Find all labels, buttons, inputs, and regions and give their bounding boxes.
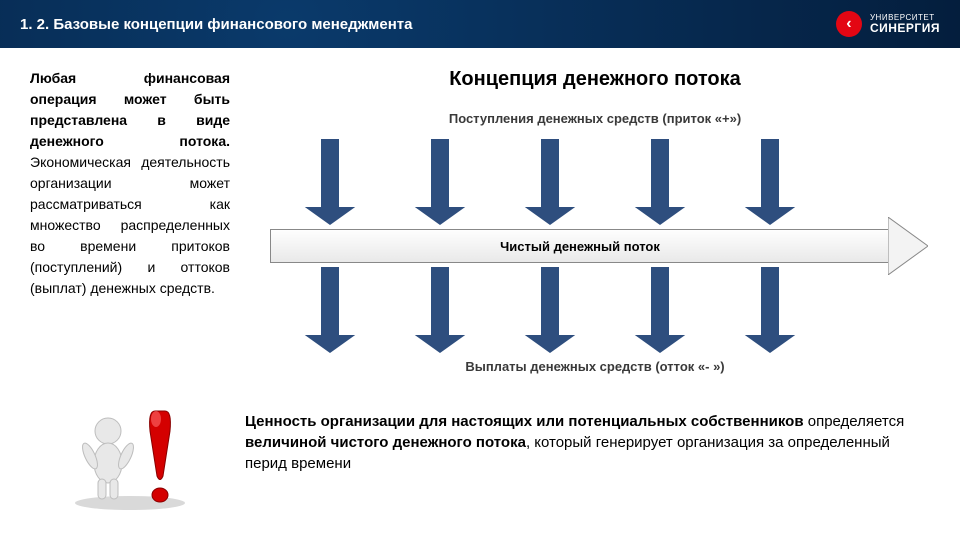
slide-header: 1. 2. Базовые концепции финансового мене… (0, 0, 960, 48)
logo: ‹ УНИВЕРСИТЕТ СИНЕРГИЯ (836, 11, 940, 37)
conclusion-bold1: Ценность организации для настоящих или п… (245, 413, 804, 430)
bottom-row: Ценность организации для настоящих или п… (0, 401, 960, 521)
intro-bold: Любая финансовая операция может быть пре… (30, 70, 230, 149)
left-column: Любая финансовая операция может быть пре… (30, 68, 230, 391)
timeline-box: Чистый денежный поток (270, 229, 890, 263)
cashflow-diagram: Поступления денежных средств (приток «+»… (260, 111, 930, 391)
logo-text: УНИВЕРСИТЕТ СИНЕРГИЯ (870, 14, 940, 34)
timeline-label: Чистый денежный поток (500, 239, 660, 254)
intro-rest: Экономическая деятельность организации м… (30, 154, 230, 296)
conclusion-bold2: величиной чистого денежного потока (245, 434, 526, 451)
outflow-label: Выплаты денежных средств (отток «- ») (260, 359, 930, 374)
logo-icon: ‹ (836, 11, 862, 37)
conclusion-text: Ценность организации для настоящих или п… (245, 401, 930, 474)
header-title: 1. 2. Базовые концепции финансового мене… (20, 16, 413, 33)
figure-wrap (30, 401, 230, 511)
right-column: Концепция денежного потока Поступления д… (260, 68, 930, 391)
diagram-title: Концепция денежного потока (260, 68, 930, 91)
intro-paragraph: Любая финансовая операция может быть пре… (30, 68, 230, 299)
logo-line2: СИНЕРГИЯ (870, 22, 940, 34)
content-row: Любая финансовая операция может быть пре… (0, 48, 960, 401)
figure-icon (60, 401, 200, 511)
timeline-arrowhead-icon (888, 217, 928, 275)
conclusion-mid: определяется (804, 413, 905, 430)
